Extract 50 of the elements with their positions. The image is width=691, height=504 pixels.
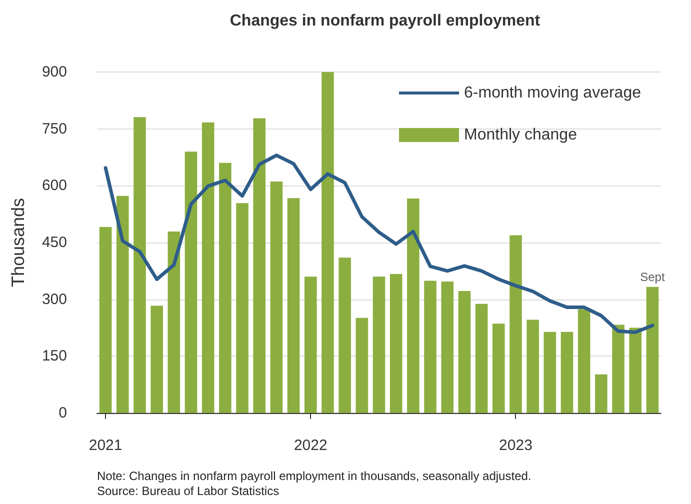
legend-label: 6-month moving average: [464, 84, 642, 102]
bar: [578, 309, 590, 413]
bar: [629, 328, 642, 413]
annotation: Sept: [640, 270, 666, 284]
x-tick-label: 2023: [499, 437, 532, 454]
bar: [544, 332, 556, 413]
y-tick-label: 0: [58, 404, 67, 422]
source-note: Source: Bureau of Labor Statistics: [97, 484, 280, 498]
bar: [612, 324, 624, 413]
y-tick-label: 150: [42, 348, 67, 365]
bar: [510, 235, 522, 413]
bar: [270, 182, 283, 413]
bar: [202, 122, 214, 413]
bar: [184, 152, 198, 413]
bar: [253, 118, 266, 413]
bar: [372, 276, 386, 413]
bar: [356, 318, 368, 413]
bar: [304, 276, 317, 413]
bar: [219, 162, 232, 413]
bar: [168, 232, 180, 413]
bar: [134, 117, 146, 413]
x-tick-label: 2022: [294, 437, 328, 454]
bar: [322, 72, 334, 413]
bar: [560, 332, 574, 413]
bar: [458, 291, 471, 413]
y-tick-label: 900: [42, 64, 67, 80]
y-axis-title: Thousands: [8, 198, 28, 288]
bar: [646, 286, 659, 413]
chart-title: Changes in nonfarm payroll employment: [230, 12, 541, 30]
y-tick-label: 750: [42, 120, 67, 138]
bar: [595, 374, 608, 413]
bar: [338, 258, 351, 413]
bar: [526, 320, 539, 413]
text: Note: Changes in nonfarm payroll employment in thousands, seasonally adjusted.: [97, 469, 532, 483]
bar: [441, 282, 454, 413]
bar: [236, 203, 248, 413]
bar: [150, 306, 163, 413]
bar: [475, 304, 488, 413]
bar: [390, 274, 402, 413]
bar: [287, 198, 300, 413]
y-tick-label: 450: [42, 234, 67, 251]
y-tick-label: 600: [42, 177, 67, 194]
bar: [492, 324, 505, 413]
y-tick-label: 300: [42, 290, 67, 308]
bar: [424, 280, 436, 413]
bar: [116, 196, 129, 413]
legend-label: Monthly change: [464, 126, 578, 144]
bar: [99, 226, 112, 413]
bar: [407, 198, 420, 413]
x-tick-label: 2021: [88, 437, 122, 454]
